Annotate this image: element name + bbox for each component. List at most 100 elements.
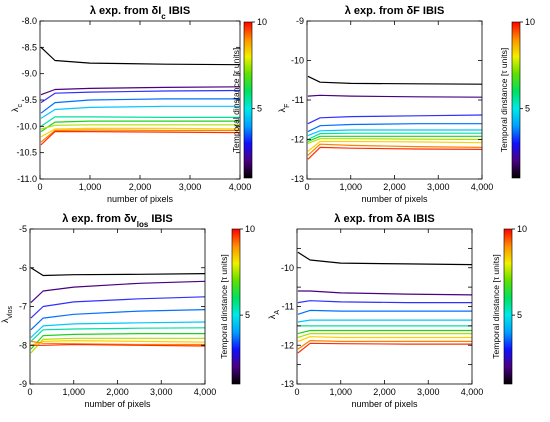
x-axis-label: number of pixels xyxy=(351,399,418,409)
x-tick-label: 0 xyxy=(294,387,299,397)
y-axis-label-main: λ xyxy=(0,318,10,323)
series-line-3 xyxy=(297,300,472,304)
series-line-1 xyxy=(307,75,483,85)
y-tick-label: -8.0 xyxy=(21,16,37,26)
series-line-2 xyxy=(40,86,241,96)
x-tick-label: 2,000 xyxy=(383,182,406,192)
series-line-8 xyxy=(297,333,472,339)
y-axis-label-main: λ xyxy=(277,107,287,112)
plot-frame xyxy=(296,228,473,385)
y-tick-label: -9 xyxy=(19,379,27,389)
x-tick-label: 0 xyxy=(37,182,42,192)
series-line-2 xyxy=(30,280,206,304)
chart-title-tail: IBIS xyxy=(166,5,190,17)
y-axis-label: λA xyxy=(267,310,281,320)
y-tick-label: -9.0 xyxy=(21,69,37,79)
series-line-1 xyxy=(297,251,473,266)
y-tick-label: -9.5 xyxy=(21,95,37,105)
colorbar-label: Temporal dinstance [τ units] xyxy=(219,254,229,358)
y-tick-label: -13 xyxy=(291,174,304,184)
y-tick-label: -8 xyxy=(19,340,27,350)
x-tick-label: 3,000 xyxy=(179,182,202,192)
chart-title: λ exp. from δA IBIS xyxy=(334,213,434,225)
series-line-10 xyxy=(30,340,205,346)
series-line-3 xyxy=(307,114,483,125)
x-tick-label: 1,000 xyxy=(62,387,85,397)
colorbar xyxy=(243,21,253,179)
x-tick-label: 2,000 xyxy=(129,182,152,192)
y-axis-label-main: λ xyxy=(10,107,20,112)
series-line-11 xyxy=(30,343,206,347)
series-line-3 xyxy=(30,296,206,319)
panel-2: λ exp. from δF IBIS 0 1,000 2,000 3,000 4,000… xyxy=(277,5,535,204)
plot-frame xyxy=(29,228,206,385)
y-tick-label: -8.5 xyxy=(21,42,37,52)
colorbar-tick-label: 10 xyxy=(517,224,527,234)
x-tick-label: 1,000 xyxy=(79,182,102,192)
x-tick-label: 0 xyxy=(304,182,309,192)
series-line-8 xyxy=(40,124,240,130)
series-line-11 xyxy=(307,146,483,160)
y-tick-label: -10 xyxy=(291,56,304,66)
chart-title: λ exp. from δvlos IBIS xyxy=(62,213,173,229)
y-tick-label: -6 xyxy=(19,263,27,273)
colorbar-tick-label: 5 xyxy=(517,310,522,320)
x-tick-label: 4,000 xyxy=(461,387,484,397)
y-tick-label: -11.0 xyxy=(17,174,37,184)
x-tick-label: 3,000 xyxy=(150,387,173,397)
x-tick-label: 4,000 xyxy=(471,182,494,192)
colorbar xyxy=(503,228,513,385)
y-tick-label: -13 xyxy=(281,379,294,389)
x-tick-label: 1,000 xyxy=(329,387,352,397)
x-tick-label: 0 xyxy=(27,387,32,397)
y-tick-label: -10 xyxy=(281,263,294,273)
y-axis-label-sub: vlos xyxy=(7,306,14,319)
chart-title-main: λ exp. from δF xyxy=(345,5,420,17)
colorbar-tick-label: 10 xyxy=(245,224,255,234)
colorbar xyxy=(231,228,241,385)
series-line-1 xyxy=(40,46,241,66)
series-line-10 xyxy=(40,129,240,143)
series-line-6 xyxy=(40,116,240,127)
x-axis-label: number of pixels xyxy=(361,194,428,204)
colorbar-tick-label: 5 xyxy=(245,310,250,320)
y-axis-label-sub: A xyxy=(274,310,281,315)
chart-title: λ exp. from δIc IBIS xyxy=(90,5,190,21)
panel-3: λ exp. from δvlos IBIS 0 1,000 2,000 3,000 4,… xyxy=(0,213,255,409)
series-line-7 xyxy=(30,333,205,350)
colorbar-label: Temporal dinstance [τ units] xyxy=(491,254,501,358)
colorbar-tick-label: 5 xyxy=(257,104,262,114)
series-line-9 xyxy=(40,127,241,138)
y-tick-label: -5 xyxy=(19,224,27,234)
x-tick-label: 4,000 xyxy=(229,182,252,192)
colorbar xyxy=(511,21,521,179)
series-line-2 xyxy=(297,290,473,296)
series-line-4 xyxy=(30,309,206,331)
chart-title-main: λ exp. from δA xyxy=(334,213,410,225)
series-line-5 xyxy=(30,321,206,338)
series-line-3 xyxy=(40,89,241,104)
y-tick-label: -12 xyxy=(281,340,294,350)
chart-title-tail: IBIS xyxy=(420,5,444,17)
x-tick-label: 3,000 xyxy=(427,182,450,192)
series-line-10 xyxy=(297,340,472,350)
chart-title: λ exp. from δF IBIS xyxy=(345,5,445,17)
y-axis-label-main: λ xyxy=(267,314,277,319)
colorbar-label: Temporal dinstance [τ units] xyxy=(231,48,241,152)
x-tick-label: 2,000 xyxy=(373,387,396,397)
y-axis-label-sub: c xyxy=(17,104,24,108)
chart-title-main: λ exp. from δv xyxy=(62,213,137,225)
series-line-5 xyxy=(307,129,482,137)
series-line-5 xyxy=(40,105,240,119)
series-line-8 xyxy=(307,138,483,144)
series-line-4 xyxy=(297,309,472,315)
chart-title-tail: IBIS xyxy=(148,213,172,225)
x-tick-label: 2,000 xyxy=(106,387,129,397)
y-tick-label: -10.5 xyxy=(16,148,37,158)
series-line-9 xyxy=(297,336,472,342)
series-line-4 xyxy=(40,98,240,114)
y-tick-label: -11 xyxy=(282,302,294,312)
y-tick-label: -9 xyxy=(296,16,304,26)
y-axis-label: λvlos xyxy=(0,306,14,323)
